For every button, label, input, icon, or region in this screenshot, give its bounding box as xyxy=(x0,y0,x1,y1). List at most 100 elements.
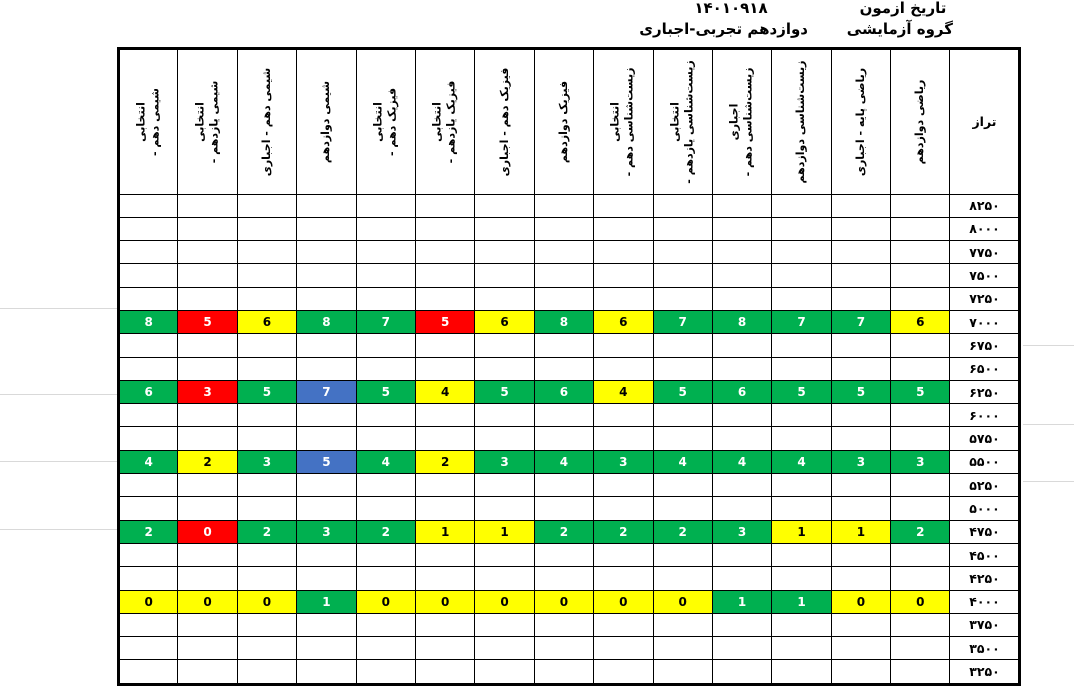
grid-cell[interactable] xyxy=(652,356,713,381)
grid-cell[interactable] xyxy=(711,403,773,428)
score-cell[interactable]: 2 xyxy=(533,519,595,544)
grid-cell[interactable] xyxy=(474,426,535,451)
grid-cell[interactable] xyxy=(236,426,298,451)
grid-cell[interactable] xyxy=(652,263,713,288)
score-cell[interactable]: 7 xyxy=(771,309,832,335)
column-header-math-base-required[interactable]: ریاضی پایه - اجباری xyxy=(830,48,892,195)
column-header-phys-10-elective[interactable]: انتخابی فیزیک دهم - xyxy=(355,48,416,195)
grid-cell[interactable] xyxy=(474,659,535,685)
grid-cell[interactable] xyxy=(652,566,713,591)
score-cell[interactable]: 3 xyxy=(830,449,892,475)
grid-cell[interactable] xyxy=(117,659,179,685)
grid-cell[interactable] xyxy=(593,356,654,381)
grid-cell[interactable] xyxy=(771,333,832,358)
score-cell[interactable]: 1 xyxy=(771,589,832,614)
grid-cell[interactable] xyxy=(117,263,179,288)
score-cell[interactable]: 4 xyxy=(533,449,595,475)
column-header-phys-12[interactable]: فیزیک دوازدهم xyxy=(533,48,595,195)
grid-cell[interactable] xyxy=(533,286,595,311)
grid-cell[interactable] xyxy=(890,240,951,265)
grid-cell[interactable] xyxy=(177,612,238,638)
grid-cell[interactable] xyxy=(414,566,476,591)
grid-cell[interactable] xyxy=(474,636,535,661)
score-cell[interactable]: 8 xyxy=(533,309,595,335)
score-cell[interactable]: 8 xyxy=(711,309,773,335)
grid-cell[interactable] xyxy=(177,193,238,218)
grid-cell[interactable] xyxy=(771,240,832,265)
grid-cell[interactable] xyxy=(533,636,595,661)
grid-cell[interactable] xyxy=(177,636,238,661)
taraz-header[interactable]: تراز xyxy=(949,48,1021,195)
grid-cell[interactable] xyxy=(355,356,416,381)
score-cell[interactable]: 7 xyxy=(652,309,713,335)
grid-cell[interactable] xyxy=(236,286,298,311)
taraz-cell[interactable]: ۳۲۵۰ xyxy=(949,659,1021,685)
grid-cell[interactable] xyxy=(355,240,416,265)
score-cell[interactable]: 8 xyxy=(296,309,357,335)
grid-cell[interactable] xyxy=(474,193,535,218)
grid-cell[interactable] xyxy=(711,426,773,451)
grid-cell[interactable] xyxy=(177,216,238,242)
grid-cell[interactable] xyxy=(355,473,416,498)
grid-cell[interactable] xyxy=(117,356,179,381)
score-cell[interactable]: 2 xyxy=(355,519,416,544)
grid-cell[interactable] xyxy=(177,426,238,451)
grid-cell[interactable] xyxy=(177,240,238,265)
score-cell[interactable]: 2 xyxy=(414,449,476,475)
grid-cell[interactable] xyxy=(296,473,357,498)
grid-cell[interactable] xyxy=(533,240,595,265)
grid-cell[interactable] xyxy=(474,333,535,358)
grid-cell[interactable] xyxy=(414,542,476,568)
grid-cell[interactable] xyxy=(652,659,713,685)
grid-cell[interactable] xyxy=(296,542,357,568)
column-header-math-12[interactable]: ریاضی دوازدهم xyxy=(890,48,951,195)
grid-cell[interactable] xyxy=(711,496,773,521)
grid-cell[interactable] xyxy=(414,473,476,498)
grid-cell[interactable] xyxy=(890,659,951,685)
score-cell[interactable]: 2 xyxy=(236,519,298,544)
score-cell[interactable]: 2 xyxy=(652,519,713,544)
grid-cell[interactable] xyxy=(177,263,238,288)
grid-cell[interactable] xyxy=(652,193,713,218)
grid-cell[interactable] xyxy=(533,193,595,218)
grid-cell[interactable] xyxy=(296,216,357,242)
score-cell[interactable]: 2 xyxy=(117,519,179,544)
grid-cell[interactable] xyxy=(414,426,476,451)
grid-cell[interactable] xyxy=(296,566,357,591)
score-cell[interactable]: 5 xyxy=(177,309,238,335)
grid-cell[interactable] xyxy=(117,473,179,498)
grid-cell[interactable] xyxy=(830,612,892,638)
grid-cell[interactable] xyxy=(830,659,892,685)
grid-cell[interactable] xyxy=(711,542,773,568)
grid-cell[interactable] xyxy=(117,286,179,311)
taraz-cell[interactable]: ۶۵۰۰ xyxy=(949,356,1021,381)
taraz-cell[interactable]: ۴۰۰۰ xyxy=(949,589,1021,614)
grid-cell[interactable] xyxy=(296,659,357,685)
score-cell[interactable]: 6 xyxy=(890,309,951,335)
score-cell[interactable]: 0 xyxy=(652,589,713,614)
grid-cell[interactable] xyxy=(533,333,595,358)
taraz-cell[interactable]: ۶۷۵۰ xyxy=(949,333,1021,358)
grid-cell[interactable] xyxy=(414,356,476,381)
grid-cell[interactable] xyxy=(771,216,832,242)
grid-cell[interactable] xyxy=(652,216,713,242)
grid-cell[interactable] xyxy=(296,193,357,218)
grid-cell[interactable] xyxy=(117,333,179,358)
grid-cell[interactable] xyxy=(474,286,535,311)
grid-cell[interactable] xyxy=(236,496,298,521)
grid-cell[interactable] xyxy=(296,356,357,381)
grid-cell[interactable] xyxy=(414,286,476,311)
grid-cell[interactable] xyxy=(711,193,773,218)
column-header-phys-11-elective[interactable]: انتخابی فیزیک یازدهم - xyxy=(414,48,476,195)
grid-cell[interactable] xyxy=(355,542,416,568)
taraz-cell[interactable]: ۸۰۰۰ xyxy=(949,216,1021,242)
grid-cell[interactable] xyxy=(296,286,357,311)
grid-cell[interactable] xyxy=(830,636,892,661)
grid-cell[interactable] xyxy=(890,263,951,288)
taraz-cell[interactable]: ۴۷۵۰ xyxy=(949,519,1021,544)
score-cell[interactable]: 3 xyxy=(296,519,357,544)
score-cell[interactable]: 0 xyxy=(593,589,654,614)
score-cell[interactable]: 0 xyxy=(117,589,179,614)
grid-cell[interactable] xyxy=(236,356,298,381)
score-cell[interactable]: 3 xyxy=(177,379,238,405)
